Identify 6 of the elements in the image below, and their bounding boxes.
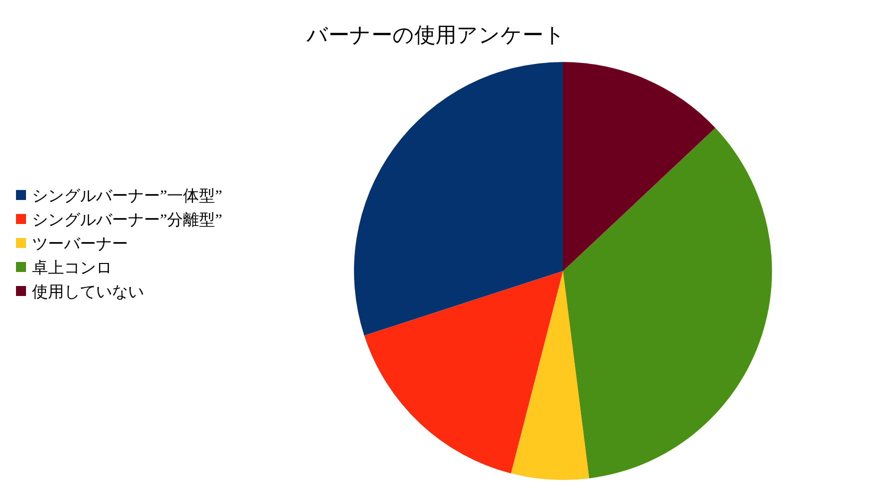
- legend-label: ツーバーナー: [32, 236, 128, 253]
- legend-label: シングルバーナー”分離型”: [32, 211, 222, 229]
- chart-title: バーナーの使用アンケート: [306, 23, 566, 47]
- legend-label: 使用していない: [32, 284, 144, 301]
- legend-label: 卓上コンロ: [32, 259, 112, 277]
- legend-label: シングルバーナー”一体型”: [32, 188, 222, 205]
